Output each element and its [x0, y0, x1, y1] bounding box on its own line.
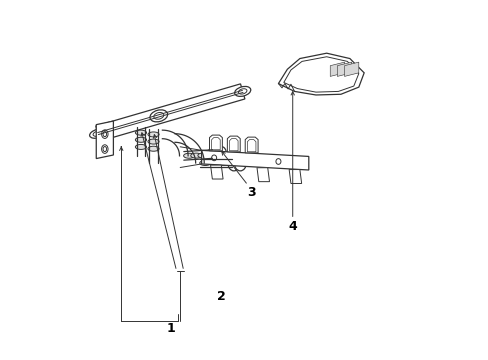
Polygon shape [283, 57, 358, 92]
Polygon shape [257, 168, 269, 182]
Ellipse shape [102, 130, 108, 138]
Ellipse shape [211, 155, 216, 161]
Polygon shape [96, 84, 244, 141]
Polygon shape [278, 53, 364, 95]
Polygon shape [209, 135, 222, 151]
Ellipse shape [183, 153, 194, 158]
Ellipse shape [227, 155, 240, 171]
Ellipse shape [135, 130, 146, 135]
Text: 1: 1 [166, 322, 175, 335]
Ellipse shape [150, 110, 167, 122]
Ellipse shape [93, 131, 103, 136]
Ellipse shape [135, 144, 146, 149]
Ellipse shape [275, 159, 281, 165]
Ellipse shape [234, 155, 246, 171]
Polygon shape [229, 139, 238, 151]
Ellipse shape [148, 146, 159, 151]
Polygon shape [337, 62, 351, 76]
Ellipse shape [148, 132, 159, 137]
Ellipse shape [208, 146, 220, 162]
Polygon shape [211, 138, 220, 150]
Ellipse shape [198, 153, 208, 158]
Polygon shape [227, 136, 240, 152]
Ellipse shape [103, 132, 106, 137]
Ellipse shape [238, 89, 246, 94]
Polygon shape [96, 121, 113, 158]
Text: 3: 3 [247, 186, 255, 199]
Ellipse shape [103, 147, 106, 152]
Polygon shape [201, 150, 308, 170]
Text: 4: 4 [288, 220, 297, 233]
Ellipse shape [208, 161, 220, 166]
Polygon shape [210, 165, 223, 179]
Polygon shape [247, 140, 255, 152]
Ellipse shape [102, 145, 108, 153]
Polygon shape [244, 137, 258, 153]
Ellipse shape [217, 161, 228, 166]
Polygon shape [329, 62, 344, 76]
Ellipse shape [135, 137, 146, 142]
Ellipse shape [234, 86, 250, 96]
Ellipse shape [154, 112, 163, 119]
Ellipse shape [190, 153, 202, 158]
Ellipse shape [148, 139, 159, 144]
Polygon shape [344, 62, 358, 76]
Ellipse shape [89, 129, 106, 138]
Polygon shape [288, 170, 301, 184]
Text: 2: 2 [217, 289, 225, 303]
Ellipse shape [199, 161, 210, 166]
Ellipse shape [214, 146, 226, 162]
